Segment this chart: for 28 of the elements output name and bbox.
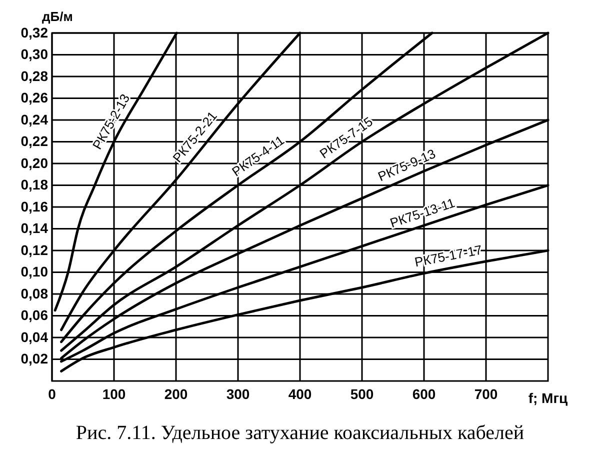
y-tick-label: 0,28: [20, 68, 48, 84]
x-tick-label: 400: [288, 386, 312, 402]
text: Рис. 7.11. Удельное затухание коаксиальных кабелей: [76, 422, 524, 444]
x-axis-title: f; Мгц: [528, 390, 568, 406]
y-tick-label: 0,26: [20, 90, 48, 106]
x-tick-label: 200: [164, 386, 188, 402]
y-tick-label: 0,02: [20, 350, 48, 367]
y-tick-label: 0,32: [20, 24, 48, 40]
y-tick-label: 0,04: [20, 328, 48, 345]
y-tick-label: 0,20: [20, 154, 48, 171]
y-tick-label: 0,16: [20, 198, 48, 214]
x-tick-label: 500: [350, 386, 374, 402]
y-tick-label: 0,30: [20, 46, 48, 62]
x-tick-label: 600: [412, 386, 436, 402]
x-tick-label: 0: [48, 386, 56, 402]
x-tick-label: 100: [102, 386, 126, 402]
y-tick-label: 0,10: [20, 264, 48, 280]
x-tick-label: 300: [226, 386, 250, 402]
y-tick-label: 0,06: [20, 307, 48, 324]
y-axis-title: дБ/м: [42, 9, 73, 24]
x-tick-label: 700: [474, 386, 498, 402]
y-tick-label: 0,08: [20, 285, 48, 302]
y-tick-label: 0,14: [20, 220, 48, 236]
y-tick-label: 0,18: [20, 176, 48, 193]
y-tick-label: 0,22: [20, 133, 48, 150]
text: РК75-17-17: [413, 242, 484, 270]
y-tick-label: 0,24: [20, 111, 48, 128]
y-tick-label: 0,12: [20, 242, 48, 258]
